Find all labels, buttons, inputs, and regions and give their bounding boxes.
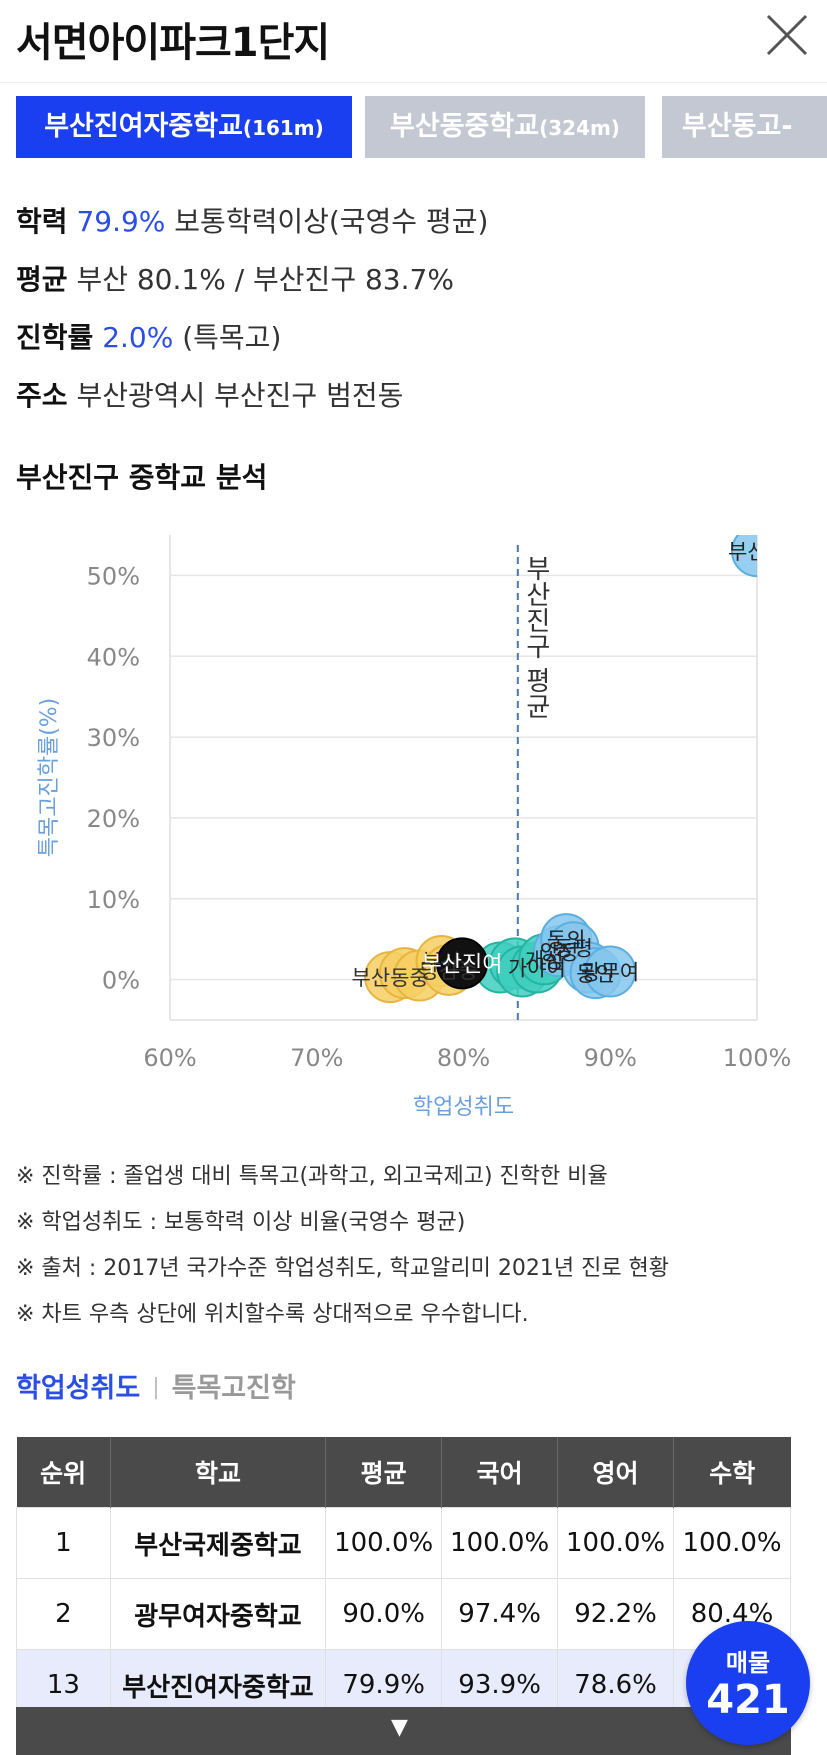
tab-school-distance: (324m)	[539, 116, 620, 140]
point-label: 당감중	[420, 959, 478, 983]
point-label: 부산국	[728, 540, 786, 564]
note-3: ※ 출처 : 2017년 국가수준 학업성취도, 학교알리미 2021년 진로 …	[16, 1256, 670, 1281]
subtab-special-school[interactable]: 특목고진학	[171, 1373, 296, 1404]
cell-school: 광무여자중학교	[109, 1578, 327, 1650]
point-label: 개성	[525, 948, 564, 972]
note-2: ※ 학업성취도 : 보통학력 이상 비율(국영수 평균)	[16, 1210, 466, 1235]
note-1: ※ 진학률 : 졸업생 대비 특목고(과학고, 외고국제고) 진학한 비율	[16, 1164, 608, 1189]
table-row[interactable]: 1 부산국제중학교 100.0% 100.0% 100.0% 100.0%	[16, 1507, 791, 1579]
close-icon	[766, 14, 808, 56]
cell-korean: 97.4%	[441, 1578, 559, 1650]
tab-school-1[interactable]: 부산진여자중학교(161m)	[16, 96, 352, 158]
cell-english: 92.2%	[557, 1578, 675, 1650]
cell-korean: 100.0%	[441, 1507, 559, 1579]
tab-school-name: 부산동중학교	[390, 111, 540, 142]
tab-school-3[interactable]: 부산동고-	[662, 96, 827, 158]
address-value: 부산광역시 부산진구 범전동	[76, 379, 404, 412]
x-tick-label: 90%	[584, 1044, 637, 1072]
note-4: ※ 차트 우측 상단에 위치할수록 상대적으로 우수합니다.	[16, 1302, 529, 1327]
page-title: 서면아이파크1단지	[16, 20, 330, 66]
scatter-point[interactable]	[731, 526, 782, 578]
col-school: 학교	[110, 1437, 327, 1508]
rate-desc: (특목고)	[182, 321, 282, 354]
header: 서면아이파크1단지	[0, 0, 827, 83]
col-math: 수학	[673, 1437, 791, 1508]
cell-english: 100.0%	[557, 1507, 675, 1579]
point-label: 양정	[540, 940, 579, 964]
cell-rank: 2	[16, 1578, 111, 1650]
average-row: 평균 부산 80.1% / 부산진구 83.7%	[16, 258, 454, 298]
x-tick-label: 100%	[723, 1044, 792, 1072]
point-label: 부산진여	[422, 952, 503, 977]
y-tick-label: 20%	[87, 805, 140, 833]
y-tick-label: 50%	[87, 562, 140, 590]
ranking-table: 순위 학교 평균 국어 영어 수학 1 부산국제중학교 100.0% 100.0…	[16, 1437, 791, 1721]
listings-label: 매물	[725, 1649, 771, 1677]
scatter-point[interactable]	[584, 945, 637, 998]
reference-line-label: 부산진구 평균	[521, 555, 551, 719]
y-tick-label: 0%	[102, 967, 140, 995]
y-tick-label: 40%	[87, 643, 140, 671]
cell-average: 100.0%	[325, 1507, 443, 1579]
ranking-subtabs: 학업성취도 | 특목고진학	[16, 1366, 296, 1405]
address-row: 주소 부산광역시 부산진구 범전동	[16, 374, 403, 414]
x-tick-label: 70%	[290, 1044, 343, 1072]
listings-fab-button[interactable]: 매물 421	[686, 1621, 810, 1745]
scatter-point[interactable]	[436, 937, 489, 990]
rate-label: 진학률	[16, 321, 94, 354]
tab-school-name: 부산동고-	[682, 111, 793, 142]
average-value: 부산 80.1% / 부산진구 83.7%	[76, 263, 454, 296]
cell-average: 90.0%	[325, 1578, 443, 1650]
listings-count: 421	[706, 1677, 790, 1723]
achievement-value: 79.9%	[76, 205, 166, 238]
school-tabs: 부산진여자중학교(161m) 부산동중학교(324m) 부산동고-	[16, 96, 827, 158]
notes: ※ 진학률 : 졸업생 대비 특목고(과학고, 외고국제고) 진학한 비율 ※ …	[16, 1154, 669, 1338]
close-button[interactable]	[762, 10, 812, 60]
cell-rank: 1	[16, 1507, 111, 1579]
x-axis-label: 학업성취도	[413, 1095, 514, 1120]
address-label: 주소	[16, 379, 68, 412]
col-average: 평균	[325, 1437, 443, 1508]
scatter-chart: 0% 10% 20% 30% 40% 50% 60% 70% 80% 90% 100% 학업성취도 특목…	[37, 526, 792, 1120]
subtab-achievement[interactable]: 학업성취도	[16, 1373, 141, 1404]
y-tick-label: 30%	[87, 724, 140, 752]
point-label: 동의	[547, 928, 586, 952]
tab-school-2[interactable]: 부산동중학교(324m)	[365, 96, 645, 158]
point-label: 광무여	[581, 961, 639, 985]
y-tick-label: 10%	[87, 886, 140, 914]
tab-school-distance: (161m)	[242, 116, 324, 140]
point-label: 가야여	[508, 956, 566, 980]
point-label: 부산	[422, 950, 461, 974]
table-row[interactable]: 2 광무여자중학교 90.0% 97.4% 92.2% 80.4%	[16, 1578, 791, 1650]
achievement-label: 학력	[16, 205, 68, 238]
col-english: 영어	[557, 1437, 675, 1508]
point-label: 부산동중	[351, 966, 428, 990]
expand-table-bar[interactable]: ▼	[16, 1707, 791, 1755]
average-label: 평균	[16, 263, 68, 296]
tab-school-name: 부산진여자중학교	[44, 111, 243, 142]
point-label: 동평	[554, 936, 593, 960]
chevron-down-icon: ▼	[391, 1715, 408, 1740]
achievement-desc: 보통학력이상(국영수 평균)	[174, 205, 489, 238]
point-label: 동인	[576, 962, 615, 986]
col-korean: 국어	[441, 1437, 559, 1508]
x-tick-label: 60%	[143, 1044, 196, 1072]
subtab-separator: |	[152, 1375, 160, 1400]
table-header-row: 순위 학교 평균 국어 영어 수학	[16, 1437, 791, 1508]
cell-school: 부산국제중학교	[109, 1507, 327, 1579]
y-axis-label: 특목고진학률(%)	[37, 698, 62, 858]
rate-row: 진학률 2.0% (특목고)	[16, 316, 281, 356]
x-tick-label: 80%	[437, 1044, 490, 1072]
section-title: 부산진구 중학교 분석	[16, 461, 268, 494]
col-rank: 순위	[16, 1437, 111, 1508]
achievement-row: 학력 79.9% 보통학력이상(국영수 평균)	[16, 200, 488, 240]
rate-value: 2.0%	[102, 321, 174, 354]
cell-math: 100.0%	[673, 1507, 791, 1579]
